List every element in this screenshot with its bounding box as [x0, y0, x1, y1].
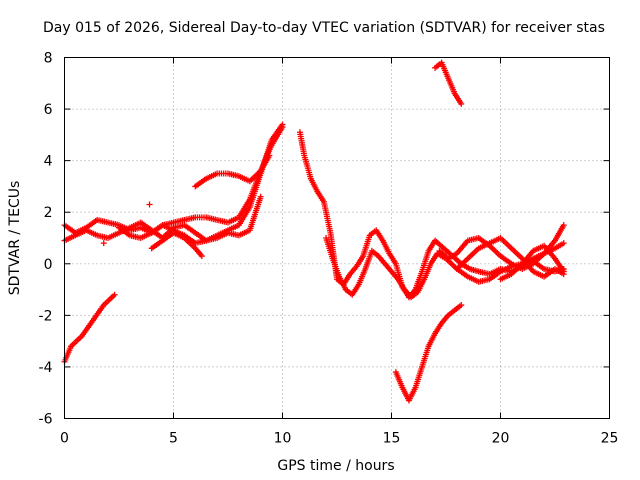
series-track-9 — [392, 302, 465, 404]
data-point — [198, 253, 205, 260]
data-points — [61, 59, 567, 404]
y-tick-label: 2 — [44, 205, 53, 221]
y-tick-label: -6 — [39, 412, 53, 428]
data-point — [458, 100, 465, 107]
series-track-13 — [497, 242, 567, 283]
series-track-5 — [148, 229, 205, 260]
y-tick-label: 6 — [44, 102, 53, 118]
data-point — [458, 302, 465, 309]
x-tick-label: 10 — [274, 431, 292, 447]
y-tick-label: 8 — [44, 51, 53, 67]
data-point — [266, 152, 273, 159]
x-tick-label: 0 — [60, 431, 69, 447]
data-point — [560, 240, 567, 247]
series-track-14 — [100, 201, 153, 247]
y-tick-label: -4 — [39, 360, 53, 376]
series-track-4 — [116, 193, 264, 247]
data-point — [560, 268, 567, 275]
y-axis-label: SDTVAR / TECUs — [7, 181, 23, 296]
plot-frame — [64, 57, 610, 419]
data-point — [146, 201, 153, 208]
series-track-6 — [192, 152, 273, 190]
data-point — [279, 121, 286, 128]
series-track-10 — [432, 59, 465, 107]
x-tick-label: 20 — [492, 431, 510, 447]
data-point — [560, 222, 567, 229]
data-point — [100, 240, 107, 247]
x-tick-label: 25 — [601, 431, 619, 447]
data-point — [257, 193, 264, 200]
x-tick-label: 5 — [169, 431, 178, 447]
x-axis-label: GPS time / hours — [277, 458, 394, 474]
axis-ticks: 0 5 10 15 20 25 -6 -4 -2 0 2 4 6 8 — [39, 51, 619, 447]
x-tick-label: 15 — [383, 431, 401, 447]
chart-title: Day 015 of 2026, Sidereal Day-to-day VTE… — [43, 20, 605, 36]
y-tick-label: 0 — [44, 257, 53, 273]
data-point — [111, 291, 118, 298]
grid-lines — [64, 57, 610, 419]
y-tick-label: -2 — [39, 308, 53, 324]
y-tick-label: 4 — [44, 154, 53, 170]
series-track-12 — [453, 235, 567, 280]
series-track-1 — [61, 291, 118, 365]
